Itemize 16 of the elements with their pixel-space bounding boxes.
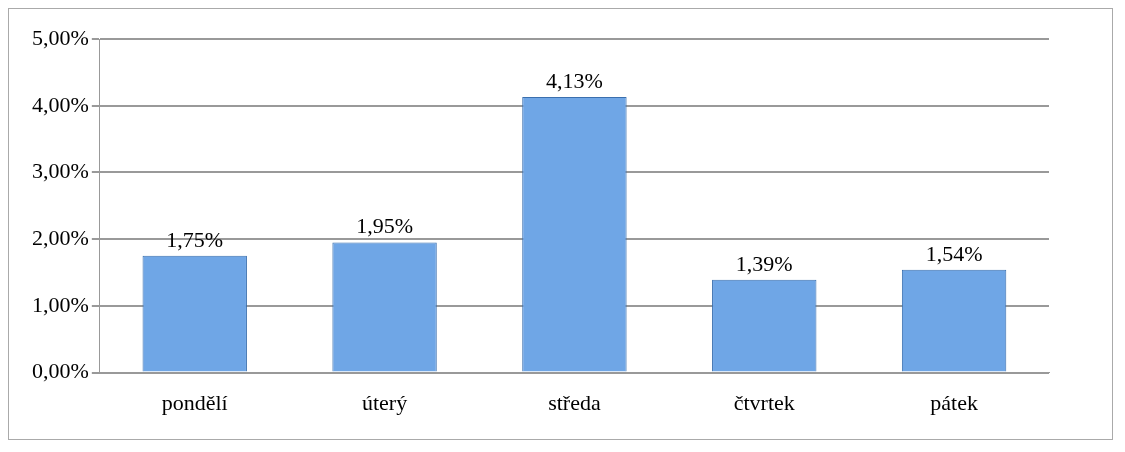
data-label: 4,13% <box>546 67 603 93</box>
x-tick-label: čtvrtek <box>733 389 795 415</box>
data-label: 1,95% <box>356 213 413 239</box>
x-tick-label: pátek <box>930 389 978 415</box>
x-tick-label: pondělí <box>161 389 228 415</box>
x-tick-label: úterý <box>361 389 408 415</box>
y-tick-label: 2,00% <box>32 224 89 250</box>
data-label: 1,54% <box>925 240 983 266</box>
y-tick-label: 0,00% <box>32 358 89 384</box>
x-tick-label: středa <box>548 389 601 415</box>
y-tick-label: 5,00% <box>32 24 89 50</box>
y-tick-label: 3,00% <box>32 158 89 184</box>
y-tick-label: 4,00% <box>32 91 89 117</box>
data-label: 1,39% <box>735 250 793 276</box>
y-tick-label: 1,00% <box>32 291 89 317</box>
data-label: 1,75% <box>166 226 224 252</box>
